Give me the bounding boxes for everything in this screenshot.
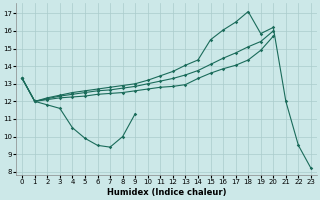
X-axis label: Humidex (Indice chaleur): Humidex (Indice chaleur) bbox=[107, 188, 226, 197]
